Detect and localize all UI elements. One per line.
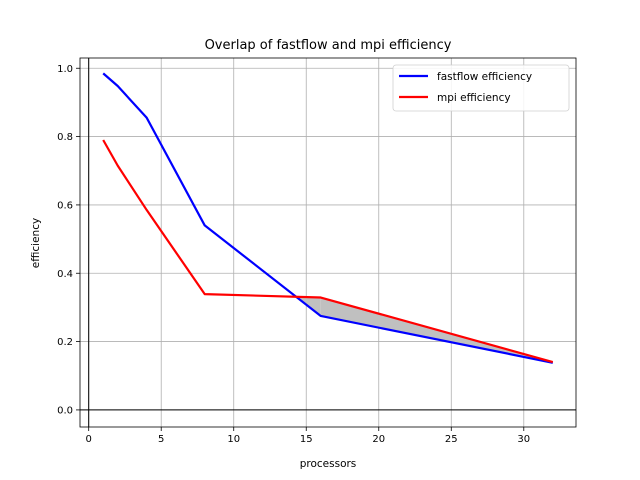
- x-axis-label: processors: [300, 458, 357, 470]
- zero-lines: [80, 58, 576, 427]
- x-tick-label: 20: [372, 434, 385, 445]
- y-tick-label: 0.8: [57, 132, 73, 143]
- y-tick-label: 0.2: [57, 337, 73, 348]
- x-tick-label: 25: [445, 434, 458, 445]
- x-tick-label: 30: [517, 434, 530, 445]
- x-axis-ticks: 0 5 10 15 20 25 30: [86, 427, 530, 445]
- legend-label: mpi efficiency: [437, 92, 511, 104]
- x-tick-label: 10: [227, 434, 240, 445]
- series-lines: [102, 72, 554, 364]
- series-line-mpi: [102, 139, 554, 364]
- series-line-fastflow: [102, 72, 554, 364]
- legend-label: fastflow efficiency: [437, 71, 532, 83]
- y-tick-label: 0.6: [57, 200, 73, 211]
- x-tick-label: 15: [300, 434, 313, 445]
- plot-frame: [79, 57, 577, 428]
- x-tick-label: 5: [158, 434, 164, 445]
- y-tick-label: 1.0: [57, 64, 73, 75]
- y-tick-label: 0.4: [57, 269, 73, 280]
- y-tick-label: 0.0: [57, 405, 73, 416]
- y-axis-ticks: 0.0 0.2 0.4 0.6 0.8 1.0: [57, 64, 80, 416]
- x-tick-label: 0: [86, 434, 92, 445]
- legend-box: [392, 64, 570, 112]
- fill-between-area: [296, 296, 553, 363]
- chart-title: Overlap of fastflow and mpi efficiency: [205, 38, 452, 53]
- legend: fastflow efficiency mpi efficiency: [392, 64, 570, 112]
- y-axis-label: efficiency: [30, 218, 42, 268]
- grid: [80, 58, 576, 427]
